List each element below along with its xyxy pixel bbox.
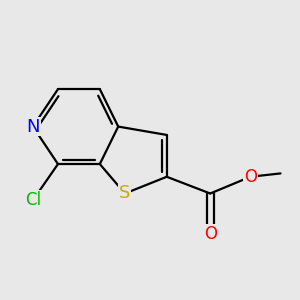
Text: N: N — [26, 118, 40, 136]
Text: Cl: Cl — [25, 191, 41, 209]
Text: S: S — [119, 184, 130, 202]
Text: O: O — [244, 168, 257, 186]
Text: O: O — [204, 225, 217, 243]
